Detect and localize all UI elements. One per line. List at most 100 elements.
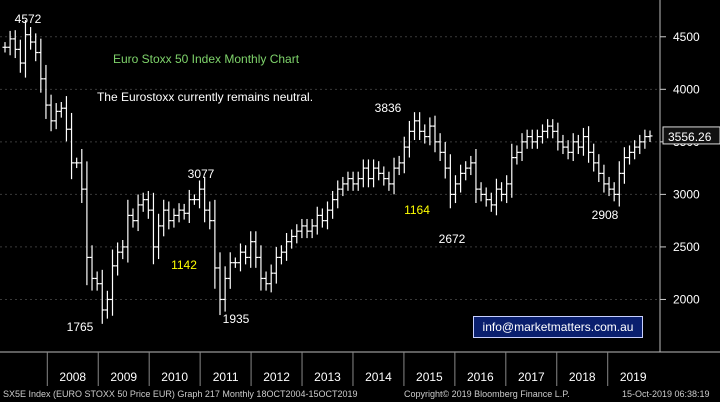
x-tick-label: 2017 [518, 370, 545, 384]
ohlc-bar [519, 133, 525, 162]
ohlc-bar [202, 176, 208, 223]
ohlc-bar [309, 218, 315, 239]
ohlc-chart: 2008 2009 2010 2011 2012 2013 2014 2015 2016 2017… [0, 0, 720, 386]
ohlc-bar [560, 134, 566, 155]
ohlc-bar [401, 136, 407, 174]
footer-copyright: Copyright© 2019 Bloomberg Finance L.P. [404, 389, 570, 399]
ohlc-bar [381, 166, 387, 186]
ohlc-bar [79, 148, 85, 204]
ohlc-bar [156, 213, 162, 260]
ohlc-bar [340, 176, 346, 197]
ohlc-bar [335, 180, 341, 209]
ohlc-bar [437, 133, 443, 162]
ohlc-bar [376, 161, 382, 181]
ohlc-bar [268, 264, 274, 293]
ohlc-bar [38, 38, 44, 93]
ohlc-bar [191, 194, 197, 205]
y-axis: 2000250030003500400045003556.26 [660, 30, 720, 306]
ohlc-bar [504, 175, 510, 204]
ohlc-bar [63, 96, 69, 142]
chart-subtitle: The Eurostoxx currently remains neutral. [97, 90, 313, 104]
ohlc-bar [130, 208, 136, 228]
ohlc-bar [161, 199, 167, 237]
ohlc-bar [74, 157, 80, 169]
x-tick-label: 2015 [416, 370, 443, 384]
ohlc-bar [606, 176, 612, 197]
ohlc-bar [427, 117, 433, 146]
ohlc-bar [601, 164, 607, 193]
annotation-label: 1142 [171, 258, 197, 272]
x-tick-label: 2012 [263, 370, 290, 384]
y-tick-label: 4500 [673, 30, 700, 44]
ohlc-bar [237, 243, 243, 272]
ohlc-bar [2, 42, 8, 53]
ohlc-bar [125, 199, 131, 263]
ohlc-bar [258, 245, 264, 291]
footer-source: SX5E Index (EURO STOXX 50 Price EUR) Gra… [3, 389, 358, 399]
ohlc-bar [452, 175, 458, 204]
ohlc-bar [483, 187, 489, 207]
ohlc-bar [222, 266, 228, 312]
ohlc-bar [637, 134, 643, 155]
annotation-label: 1164 [404, 203, 430, 217]
annotations: 4572 1765 3077 1142 1935 3836 1164 2672 2908 [15, 12, 619, 334]
email-link[interactable]: info@marketmatters.com.au [473, 316, 643, 338]
ohlc-bar [632, 140, 638, 160]
ohlc-bar [217, 252, 223, 316]
ohlc-bar [28, 27, 34, 50]
ohlc-bar [442, 141, 448, 179]
ohlc-bar [570, 133, 576, 162]
ohlc-bar [350, 171, 356, 191]
ohlc-bar [406, 120, 412, 158]
last-value-box [662, 126, 720, 145]
annotation-label: 1935 [223, 312, 250, 326]
ohlc-bar [22, 20, 28, 78]
ohlc-bar [330, 190, 336, 219]
ohlc-bar [43, 64, 49, 119]
ohlc-bar [248, 231, 254, 268]
x-tick-label: 2019 [620, 370, 647, 384]
ohlc-bar [611, 182, 617, 202]
ohlc-bar [524, 129, 530, 149]
ohlc-bar [565, 140, 571, 160]
ohlc-bar [371, 159, 377, 188]
ohlc-bar [550, 119, 556, 139]
ohlc-bar [58, 101, 64, 118]
annotation-label: 3077 [188, 167, 215, 181]
x-tick-label: 2013 [314, 370, 341, 384]
ohlc-bar [186, 189, 192, 224]
ohlc-bar [84, 161, 90, 286]
ohlc-bar [355, 171, 361, 191]
x-tick-label: 2008 [59, 370, 86, 384]
chart-title: Euro Stoxx 50 Index Monthly Chart [113, 52, 300, 66]
ohlc-bar [99, 269, 105, 324]
ohlc-bar [540, 124, 545, 144]
ohlc-bar [176, 203, 182, 223]
ohlc-bar [534, 129, 540, 149]
ohlc-bar [197, 180, 203, 209]
ohlc-bar [458, 164, 464, 193]
ohlc-bar [263, 271, 269, 291]
ohlc-bar [575, 134, 581, 155]
ohlc-bar [391, 157, 397, 195]
ohlc-bar [166, 201, 172, 230]
ohlc-bar [115, 242, 121, 276]
ohlc-bar [48, 94, 54, 132]
ohlc-bar [314, 206, 320, 235]
ohlc-bar [284, 233, 290, 261]
ohlc-bar [294, 224, 300, 244]
ohlc-bar [227, 252, 233, 289]
ohlc-bar [150, 192, 156, 265]
ohlc-bar [386, 171, 392, 191]
ohlc-bar [253, 231, 259, 268]
ohlc-bar [586, 126, 592, 163]
annotation-label: 1765 [67, 320, 94, 334]
ohlc-bar [33, 33, 39, 62]
ohlc-bar [514, 145, 520, 165]
ohlc-bar [69, 112, 75, 180]
y-tick-label: 2500 [673, 240, 700, 254]
ohlc-bar [545, 119, 551, 139]
ohlc-bar [616, 161, 622, 207]
ohlc-bar [171, 208, 177, 228]
ohlc-bar [304, 218, 310, 239]
